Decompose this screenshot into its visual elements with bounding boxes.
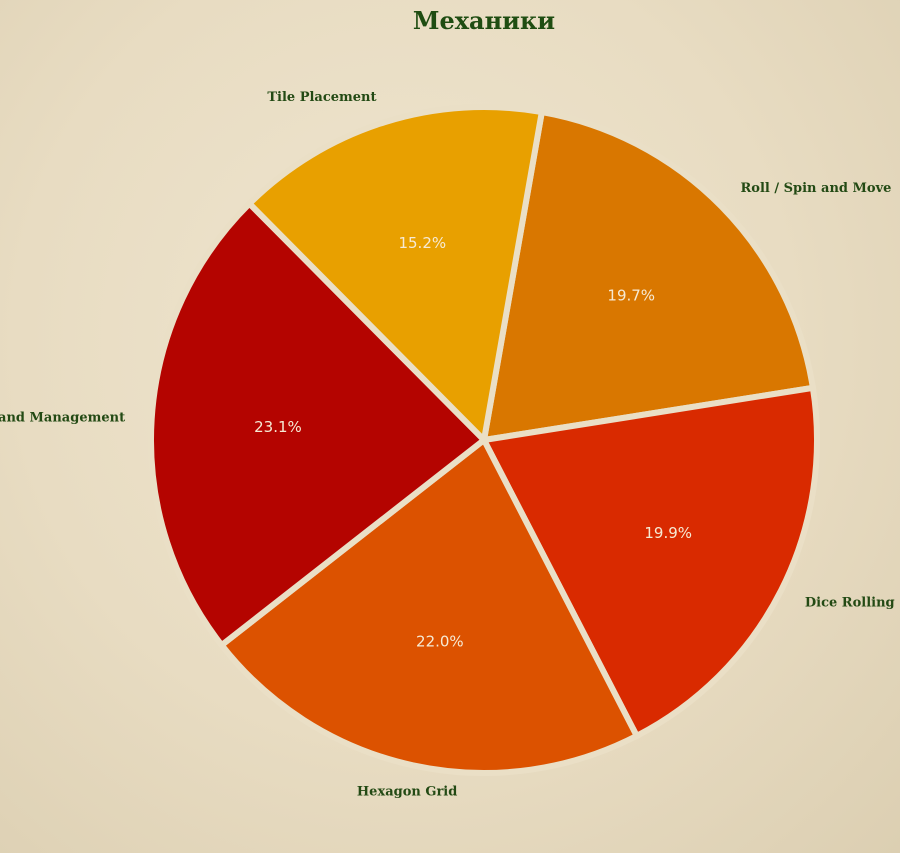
category-labels: Roll / Spin and Move Dice Rolling Hexagon … — [0, 90, 895, 800]
percent-label-roll-spin-and-move: 19.7% — [607, 286, 655, 304]
percent-label-tile-placement: 15.2% — [398, 234, 446, 252]
category-label-tile-placement: Tile Placement — [267, 90, 376, 105]
pie-slice-hexagon-grid — [217, 435, 641, 776]
category-label-roll-spin-and-move: Roll / Spin and Move — [740, 181, 891, 196]
category-label-dice-rolling: Dice Rolling — [805, 595, 895, 610]
percent-label-hexagon-grid: 22.0% — [416, 633, 464, 651]
percent-label-hand-management: 23.1% — [254, 418, 302, 436]
category-label-hexagon-grid: Hexagon Grid — [357, 784, 457, 799]
pie-slices — [148, 104, 820, 776]
pie-slice-tile-placement — [245, 104, 546, 447]
chart-title: Механики — [413, 6, 555, 35]
pie-slice-hand-management — [148, 199, 489, 650]
category-label-hand-management: Hand Management — [0, 410, 125, 425]
percent-labels: 19.7% 19.9% 22.0% 23.1% 15.2% — [254, 234, 692, 651]
pie-slice-dice-rolling — [479, 384, 820, 740]
percent-label-dice-rolling: 19.9% — [644, 524, 692, 542]
pie-slice-roll-spin-and-move — [480, 108, 817, 444]
